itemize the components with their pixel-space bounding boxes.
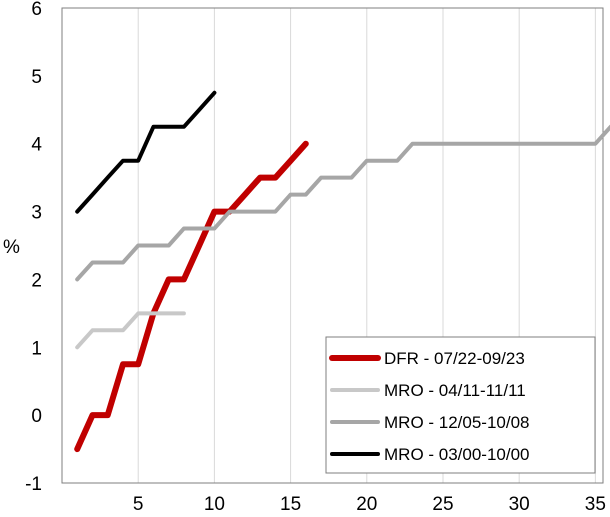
series-line-4 [75,90,217,214]
series-lines [74,90,610,453]
legend-items: DFR - 07/22-09/23 MRO - 04/11-11/11 MRO - … [329,349,530,464]
x-tick-label: 20 [356,494,377,515]
legend-label: DFR - 07/22-09/23 [384,349,525,368]
series-line-3 [75,124,610,282]
y-tick-label: 5 [31,67,42,88]
y-tick-label: 1 [31,338,42,359]
plot-frame [61,7,604,484]
y-axis-ticks: -1 0 1 2 3 4 5 6 [25,0,42,495]
x-tick-label: 30 [509,494,530,515]
x-tick-label: 10 [204,494,225,515]
y-tick-label: 4 [31,135,42,156]
y-tick-label: 3 [31,203,42,224]
y-tick-label: -1 [25,474,42,495]
x-tick-label: 25 [432,494,453,515]
y-tick-label: 2 [31,270,42,291]
x-axis-ticks: 5 10 15 20 25 30 35 [133,494,606,515]
x-tick-label: 5 [133,494,144,515]
x-tick-label: 35 [585,494,606,515]
series-line-2 [75,311,186,350]
series-line-1 [74,140,309,453]
x-tick-label: 15 [280,494,301,515]
legend-label: MRO - 03/00-10/00 [384,445,530,464]
y-tick-label: 6 [31,0,42,20]
legend-label: MRO - 04/11-11/11 [384,381,526,400]
legend-label: MRO - 12/05-10/08 [384,413,530,432]
y-tick-label: 0 [31,406,42,427]
grid-lines [137,8,596,483]
y-axis-label: % [3,237,20,258]
legend: DFR - 07/22-09/23 MRO - 04/11-11/11 MRO - … [325,336,596,474]
